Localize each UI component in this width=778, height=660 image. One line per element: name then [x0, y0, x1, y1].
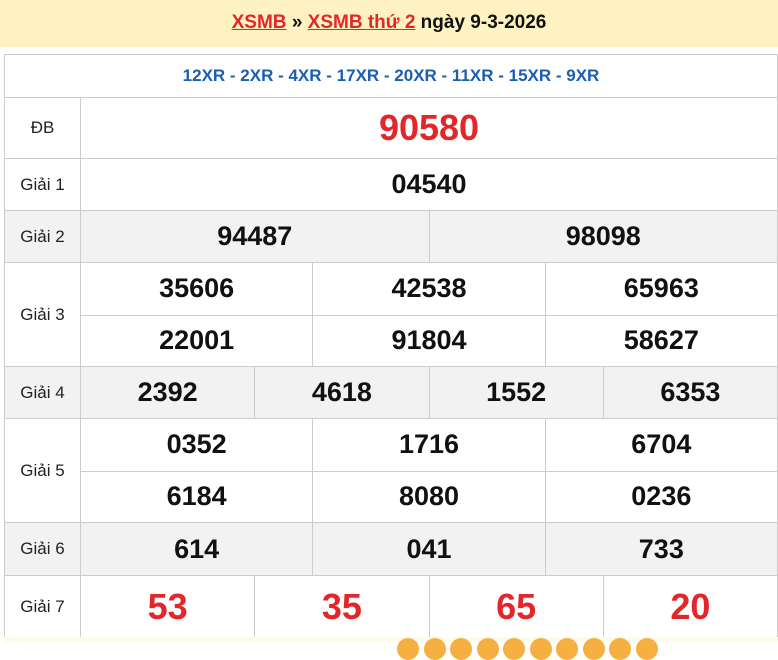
results-table: 12XR - 2XR - 4XR - 17XR - 20XR - 11XR - …	[4, 54, 778, 638]
page-header: XSMB » XSMB thứ 2 ngày 9-3-2026	[0, 0, 778, 47]
prize-row: Giải 7 53 35 65 20	[5, 576, 777, 638]
prize-number: 91804	[313, 314, 546, 366]
prize-number: 22001	[81, 314, 314, 366]
prize-number: 614	[81, 523, 314, 575]
prize-label: Giải 2	[5, 211, 81, 262]
number-ball-icon	[476, 638, 499, 660]
prize-number: 65	[430, 576, 604, 637]
xsmb-link[interactable]: XSMB	[231, 12, 287, 33]
prize-label: Giải 4	[5, 367, 81, 418]
prize-number: 6704	[631, 429, 692, 460]
prize-number: 58627	[545, 314, 777, 367]
prize-label: Giải 1	[5, 159, 81, 210]
draw-date: ngày 9-3-2026	[420, 12, 547, 33]
number-ball-icon	[609, 638, 631, 660]
number-ball-icon	[635, 638, 658, 660]
prize-row: Giải 4 2392 4618 1552 6353	[5, 367, 777, 419]
prize-number: 94487	[81, 211, 430, 262]
ticket-codes: 12XR - 2XR - 4XR - 17XR - 20XR - 11XR - …	[5, 55, 777, 98]
prize-label: Giải 5	[5, 419, 81, 522]
prize-number: 8080	[313, 470, 546, 522]
prize-number: 1716	[313, 419, 546, 471]
prize-number: 2392	[81, 367, 256, 418]
prize-number: 041	[313, 523, 546, 575]
number-ball-icon	[529, 638, 552, 660]
number-ball-icon	[450, 638, 472, 660]
prize-number: 1552	[430, 367, 604, 418]
prize-number: 0236	[545, 470, 777, 523]
footer-strip	[4, 637, 778, 642]
prize-number: 04540	[391, 169, 467, 199]
xsmb-thu2-link[interactable]: XSMB thứ 2	[307, 12, 416, 33]
prize-number: 35606	[81, 263, 314, 315]
prize-label: Giải 6	[5, 523, 81, 575]
prize-number: 35	[255, 576, 430, 637]
number-ball-icon	[397, 638, 419, 660]
breadcrumb-separator: »	[291, 12, 303, 33]
prize-label: ĐB	[5, 98, 81, 158]
prize-number: 42538	[313, 263, 546, 315]
prize-row: ĐB 90580	[5, 98, 777, 159]
prize-label: Giải 7	[5, 576, 81, 637]
prize-number: 53	[81, 576, 256, 637]
prize-row: Giải 5 0352 1716 6704 6184 8080 0236	[5, 419, 777, 523]
prize-number: 90580	[378, 107, 480, 148]
number-ball-icon	[423, 638, 446, 660]
prize-number: 6184	[81, 470, 314, 522]
prize-row: Giải 3 35606 42538 65963 22001 91804 58627	[5, 263, 777, 367]
prize-row: Giải 2 94487 98098	[5, 211, 777, 263]
prize-label: Giải 3	[5, 263, 81, 366]
prize-number: 6353	[660, 377, 721, 407]
prize-number: 4618	[255, 367, 430, 418]
prize-row: Giải 6 614 041 733	[5, 523, 777, 576]
prize-row: Giải 1 04540	[5, 159, 777, 211]
prize-number: 733	[638, 533, 684, 564]
number-ball-icon	[582, 638, 605, 660]
prize-number: 0352	[81, 419, 314, 471]
prize-number: 98098	[565, 221, 641, 251]
prize-number: 20	[670, 585, 711, 627]
number-ball-icon	[503, 638, 525, 660]
prize-number: 65963	[623, 273, 699, 304]
number-ball-icon	[556, 638, 578, 660]
